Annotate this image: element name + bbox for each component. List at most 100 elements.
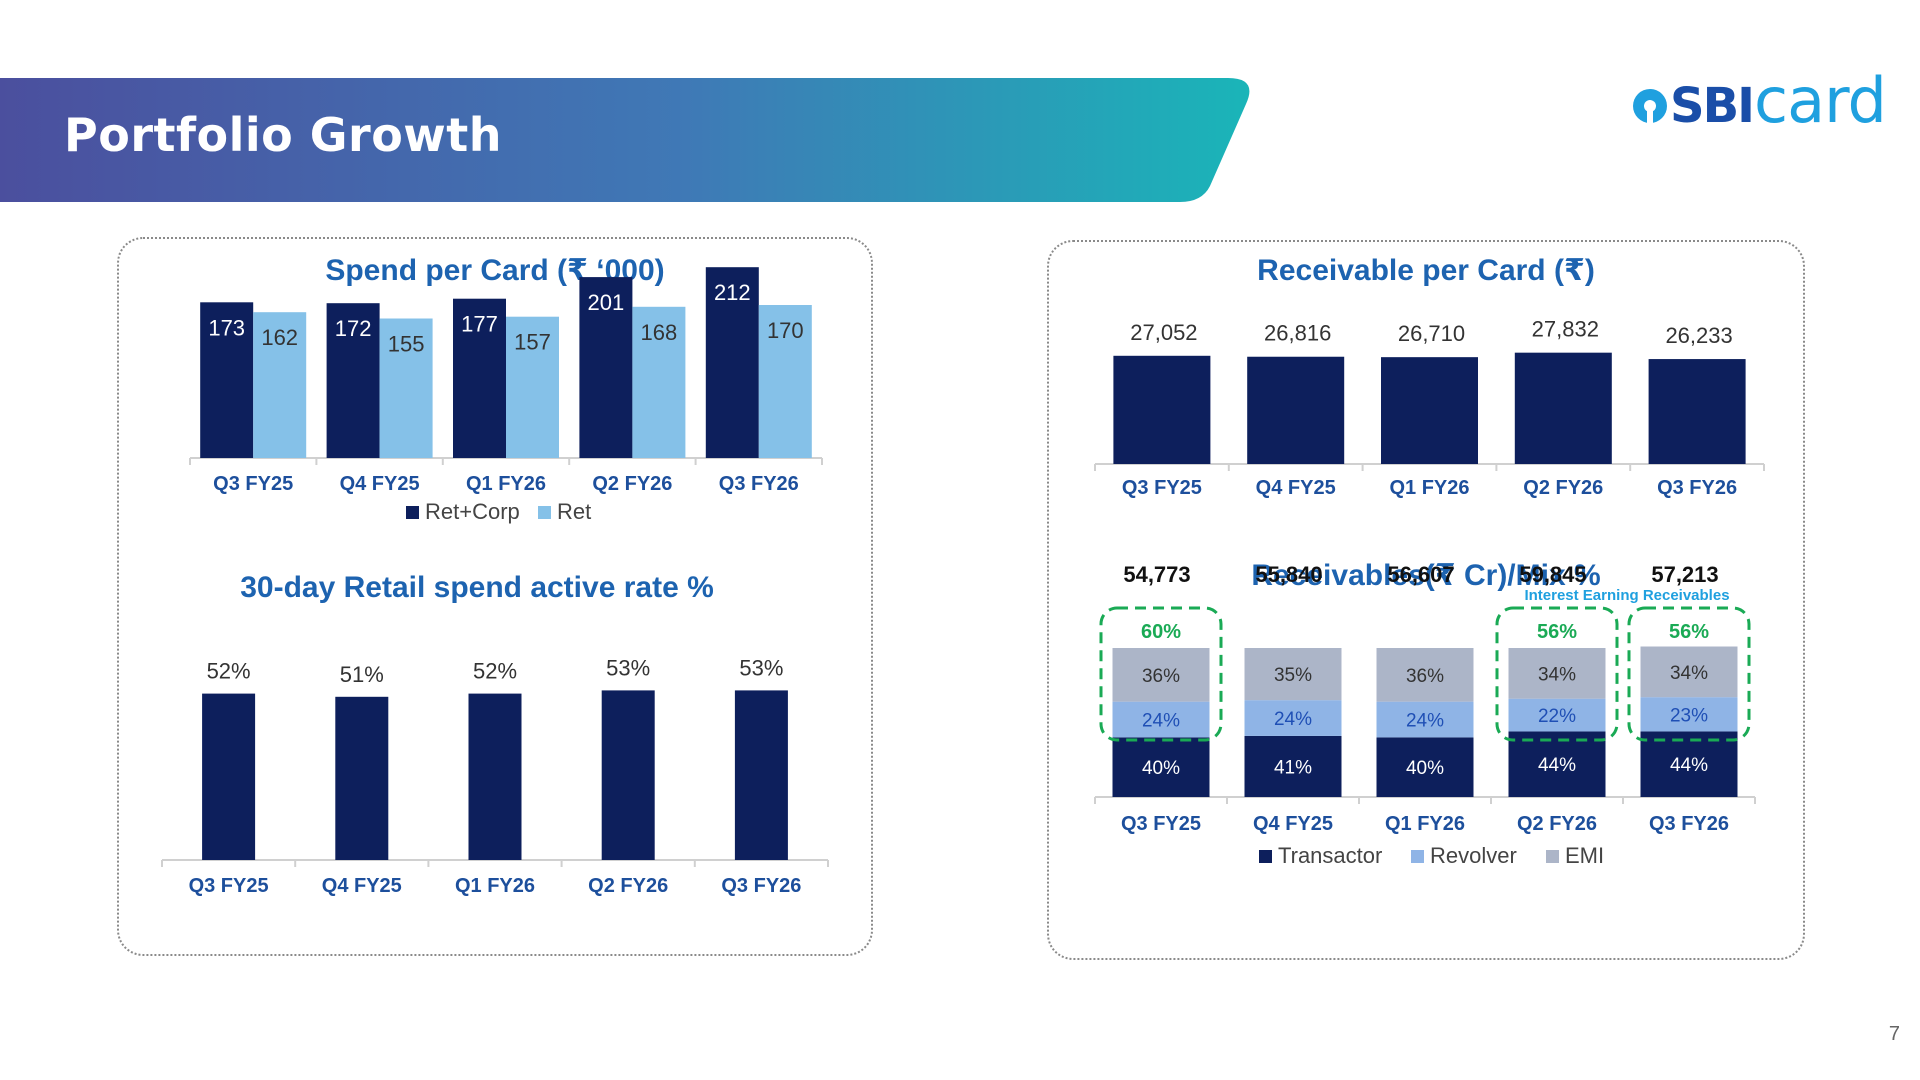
bar-segment-emi	[1508, 648, 1606, 699]
bar-ret-corp	[453, 298, 506, 458]
bar-receivable-per-card	[1514, 352, 1612, 464]
active-rate-chart-title: 30-day Retail spend active rate %	[240, 571, 714, 604]
bar-segment-revolver	[1508, 698, 1606, 732]
sbi-logo-icon	[1633, 89, 1667, 126]
total-receivables-label: 57,213	[1651, 562, 1718, 587]
data-label-emi: 34%	[1670, 663, 1708, 684]
total-receivables-label: 56,607	[1387, 562, 1454, 587]
legend-label-revolver: Revolver	[1430, 843, 1517, 868]
bar-segment-transactor	[1640, 731, 1738, 797]
legend-swatch-ret-corp	[406, 506, 419, 519]
x-tick-label: Q2 FY26	[592, 473, 672, 495]
data-label-ret: 155	[388, 332, 425, 357]
data-label-emi: 36%	[1406, 666, 1444, 687]
logo-sbi-text: SBI	[1670, 78, 1755, 134]
data-label-revolver: 24%	[1406, 711, 1444, 732]
bar-receivable-per-card	[1648, 359, 1746, 464]
x-tick-label: Q3 FY25	[1121, 813, 1201, 835]
data-label-ret-corp: 212	[714, 280, 751, 305]
legend-swatch-ret	[538, 506, 551, 519]
interest-earning-highlight	[1627, 606, 1751, 742]
bar-segment-transactor	[1376, 737, 1474, 797]
data-label-transactor: 40%	[1406, 758, 1444, 779]
interest-earning-label: 56%	[1537, 621, 1577, 643]
data-label-ret: 170	[767, 318, 804, 343]
x-tick-label: Q2 FY26	[588, 875, 668, 897]
interest-earning-highlight	[1099, 606, 1223, 742]
data-label-active-rate: 53%	[606, 655, 650, 680]
legend-swatch-revolver	[1411, 850, 1424, 863]
interest-earning-label: 60%	[1141, 621, 1181, 643]
receivable-per-card-chart: Receivable per Card (₹) 27,052 26,816 26,71…	[1094, 254, 1765, 499]
left-panel: Spend per Card (₹ ‘000) 173 162 172 155 177 15…	[117, 237, 873, 956]
bar-segment-emi	[1244, 648, 1342, 701]
active-rate-chart: 30-day Retail spend active rate % 52% 51% 5…	[161, 571, 829, 897]
data-label-transactor: 40%	[1142, 758, 1180, 779]
data-label-ret: 157	[514, 330, 551, 355]
x-tick-label: Q3 FY26	[719, 473, 799, 495]
data-label-active-rate: 53%	[739, 655, 783, 680]
receivables-mix-title: Receivables(₹ Cr)/Mix %	[1251, 559, 1600, 592]
data-label-emi: 35%	[1274, 665, 1312, 686]
bar-ret-corp	[579, 277, 633, 458]
data-label-transactor: 44%	[1538, 755, 1576, 776]
data-label-ret: 168	[641, 320, 678, 345]
spend-per-card-chart: Spend per Card (₹ ‘000)173 162 17215517715…	[189, 254, 823, 524]
data-label-receivable-per-card: 26,233	[1665, 323, 1732, 348]
bar-ret	[379, 318, 433, 458]
total-receivables-label: 54,773	[1123, 562, 1190, 587]
data-label-ret-corp: 173	[208, 315, 245, 340]
bar-segment-revolver	[1376, 701, 1474, 738]
data-label-revolver: 23%	[1670, 705, 1708, 726]
bar-segment-transactor	[1508, 731, 1606, 797]
page-number: 7	[1888, 1023, 1900, 1045]
x-tick-label: Q2 FY26	[1523, 477, 1603, 499]
x-tick-label: Q3 FY26	[1649, 813, 1729, 835]
x-tick-label: Q3 FY25	[213, 473, 293, 495]
header-banner	[0, 78, 1250, 202]
legend-label-ret: Ret	[557, 499, 591, 524]
data-label-revolver: 24%	[1274, 709, 1312, 730]
legend-label-emi: EMI	[1565, 843, 1604, 868]
interest-earning-highlight	[1495, 606, 1619, 742]
bar-segment-transactor	[1244, 735, 1342, 797]
x-tick-label: Q3 FY25	[1122, 477, 1202, 499]
data-label-revolver: 24%	[1142, 711, 1180, 732]
bar-receivable-per-card	[1113, 355, 1211, 464]
bar-receivable-per-card	[1381, 357, 1478, 464]
receivables-mix-chart: Receivables(₹ Cr)/Mix % 40% 24% 36% 54,773 41…	[1094, 559, 1756, 868]
x-tick-label: Q1 FY26	[466, 473, 546, 495]
legend-swatch-emi	[1546, 850, 1559, 863]
x-tick-label: Q4 FY25	[1253, 813, 1333, 835]
data-label-ret-corp: 201	[588, 290, 625, 315]
x-tick-label: Q4 FY25	[340, 473, 420, 495]
x-tick-label: Q2 FY26	[1517, 813, 1597, 835]
data-label-ret-corp: 177	[461, 312, 498, 337]
bar-active-rate	[335, 696, 389, 860]
x-tick-label: Q1 FY26	[1385, 813, 1465, 835]
bar-active-rate	[601, 690, 655, 860]
data-label-receivable-per-card: 26,816	[1264, 321, 1331, 346]
data-label-transactor: 41%	[1274, 757, 1312, 778]
bar-active-rate	[734, 690, 788, 860]
x-tick-label: Q4 FY25	[1256, 477, 1336, 499]
bar-ret	[758, 305, 812, 458]
interest-earning-note: Interest Earning Receivables	[1524, 587, 1729, 604]
bar-ret	[632, 306, 686, 458]
data-label-revolver: 22%	[1538, 706, 1576, 727]
bar-ret-corp	[200, 302, 254, 458]
receivable-per-card-title: Receivable per Card (₹)	[1257, 254, 1595, 287]
data-label-receivable-per-card: 27,832	[1532, 317, 1599, 342]
data-label-active-rate: 51%	[340, 662, 384, 687]
bar-segment-revolver	[1112, 701, 1210, 738]
bar-active-rate	[468, 693, 522, 860]
bar-ret	[506, 316, 559, 458]
data-label-ret-corp: 172	[335, 316, 372, 341]
data-label-ret: 162	[261, 325, 298, 350]
data-label-active-rate: 52%	[207, 659, 251, 684]
bar-segment-emi	[1112, 648, 1210, 702]
x-tick-label: Q3 FY25	[189, 875, 269, 897]
right-panel: Receivable per Card (₹) 27,052 26,816 26,71…	[1047, 240, 1805, 960]
legend-label-ret-corp: Ret+Corp	[425, 499, 520, 524]
data-label-emi: 36%	[1142, 666, 1180, 687]
